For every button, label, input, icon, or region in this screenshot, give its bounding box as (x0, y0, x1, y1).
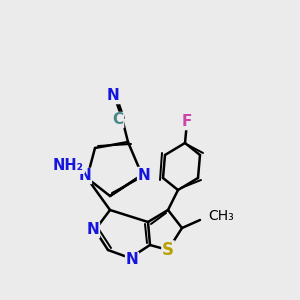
Text: CH₃: CH₃ (208, 209, 234, 223)
Text: C: C (112, 112, 124, 128)
Text: N: N (87, 223, 99, 238)
Text: NH₂: NH₂ (52, 158, 83, 172)
Text: F: F (182, 115, 192, 130)
Text: N: N (138, 167, 150, 182)
Text: S: S (162, 241, 174, 259)
Text: N: N (106, 88, 119, 104)
Text: N: N (126, 253, 138, 268)
Text: N: N (79, 169, 92, 184)
